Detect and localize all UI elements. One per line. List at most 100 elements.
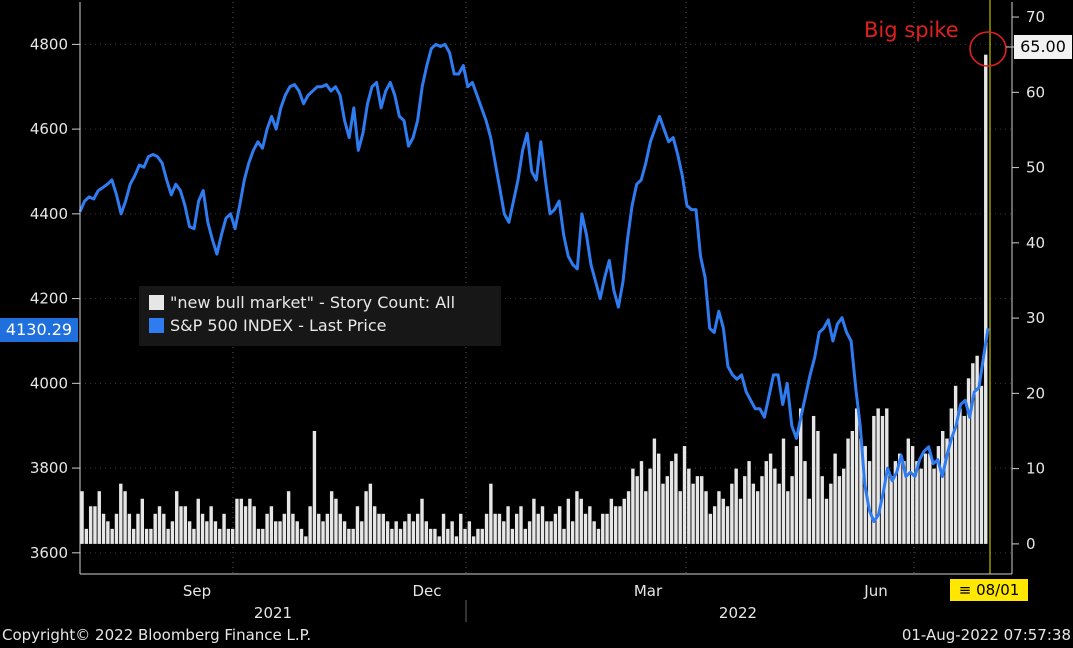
story-count-bar <box>876 408 880 544</box>
story-count-bar <box>347 528 351 544</box>
story-count-bar <box>631 468 635 544</box>
story-count-bar <box>403 521 407 544</box>
story-count-bar <box>446 528 450 544</box>
story-count-bar <box>833 453 837 544</box>
story-count-bar <box>966 378 971 544</box>
left-tick-label: 4600 <box>30 120 68 138</box>
story-count-bar <box>738 498 743 544</box>
story-count-bar <box>928 453 932 544</box>
story-count-bar <box>811 415 816 544</box>
story-count-bar <box>265 513 269 544</box>
story-count-bar <box>454 536 459 544</box>
story-count-bar <box>549 521 553 544</box>
story-count-bar <box>768 453 773 544</box>
x-year-label: 2021 <box>254 604 292 622</box>
story-count-bar <box>428 528 433 544</box>
story-count-bar <box>471 536 476 544</box>
story-count-bar <box>88 506 93 544</box>
story-count-bar <box>394 521 398 544</box>
story-count-bar <box>932 468 936 544</box>
story-count-bar <box>687 468 691 544</box>
story-count-bar <box>824 498 829 544</box>
story-count-bar <box>682 446 687 544</box>
left-tick-label: 4800 <box>30 35 68 53</box>
tick-labels: 3600 3800 4000 4200 4400 4600 4800 0 10 20 30 40 50 6… <box>30 8 1045 622</box>
story-count-bar <box>131 528 136 544</box>
story-count-bar <box>941 431 945 544</box>
story-count-bar <box>751 483 756 544</box>
story-count-bar <box>609 498 614 544</box>
story-count-bar <box>407 513 411 544</box>
story-count-bar <box>248 498 252 544</box>
story-count-bar <box>592 521 596 544</box>
story-count-bar <box>166 528 170 544</box>
story-count-bar <box>179 506 183 544</box>
story-count-bar <box>497 513 502 544</box>
sp500-series-line <box>78 42 990 523</box>
story-count-bar <box>480 528 484 544</box>
story-count-bar <box>269 506 274 544</box>
left-tick-label: 4200 <box>30 290 68 308</box>
story-count-bar <box>222 513 226 544</box>
story-count-bar <box>441 513 446 544</box>
story-count-bar <box>803 461 807 544</box>
last-date-label: ≡ 08/01 <box>950 579 1028 601</box>
story-count-bar <box>850 431 855 544</box>
story-count-bar <box>329 491 334 544</box>
story-count-bar <box>846 438 850 544</box>
story-count-bar <box>416 513 420 544</box>
axes <box>79 0 1013 622</box>
story-count-bar <box>493 513 497 544</box>
story-count-bar <box>437 536 441 544</box>
story-count-bar <box>949 408 954 544</box>
story-count-bar <box>760 476 764 544</box>
story-count-bar <box>691 483 695 544</box>
horizontal-gridlines <box>80 43 1012 554</box>
story-count-bar <box>84 528 89 544</box>
left-tick-label: 4400 <box>30 205 68 223</box>
story-count-bar <box>971 363 975 544</box>
story-count-bar <box>665 476 670 544</box>
x-month-label: Mar <box>634 582 663 600</box>
story-count-bar <box>867 461 872 544</box>
timestamp-text: 01-Aug-2022 07:57:38 <box>901 626 1071 644</box>
story-count-bar <box>872 415 876 544</box>
story-count-bar <box>893 461 898 544</box>
story-count-bar <box>385 521 390 544</box>
story-count-bar <box>230 528 235 544</box>
story-count-bar <box>700 476 704 544</box>
x-year-label: 2022 <box>719 604 757 622</box>
story-count-bar <box>239 498 243 544</box>
story-count-bar <box>958 408 962 544</box>
story-count-bar <box>837 476 842 544</box>
legend-label-sp500: S&P 500 INDEX - Last Price <box>170 316 387 335</box>
story-count-bar <box>502 521 506 544</box>
story-count-bar <box>278 521 282 544</box>
story-count-bars <box>80 54 988 544</box>
story-count-bar <box>695 476 700 544</box>
story-count-bar <box>984 54 988 544</box>
story-count-bar <box>299 528 304 544</box>
story-count-bar <box>317 513 321 544</box>
story-count-bar <box>880 415 885 544</box>
story-count-bar <box>579 498 583 544</box>
story-count-bar <box>962 415 966 544</box>
story-count-bar <box>656 453 661 544</box>
story-count-bar <box>304 536 308 544</box>
story-count-bar <box>80 491 84 544</box>
story-count-bar <box>799 408 803 544</box>
story-count-bar <box>618 506 622 544</box>
story-count-bar <box>717 491 721 544</box>
story-count-bar <box>794 446 799 544</box>
copyright-text: Copyright© 2022 Bloomberg Finance L.P. <box>2 626 312 644</box>
story-count-bar <box>364 491 368 544</box>
story-count-bar <box>979 385 984 544</box>
story-count-bar <box>829 483 833 544</box>
story-count-bar <box>351 528 355 544</box>
story-count-bar <box>149 528 153 544</box>
story-count-bar <box>123 491 127 544</box>
story-count-bar <box>218 528 222 544</box>
right-tick-label: 30 <box>1026 309 1045 327</box>
big-spike-annotation: Big spike <box>864 18 959 42</box>
